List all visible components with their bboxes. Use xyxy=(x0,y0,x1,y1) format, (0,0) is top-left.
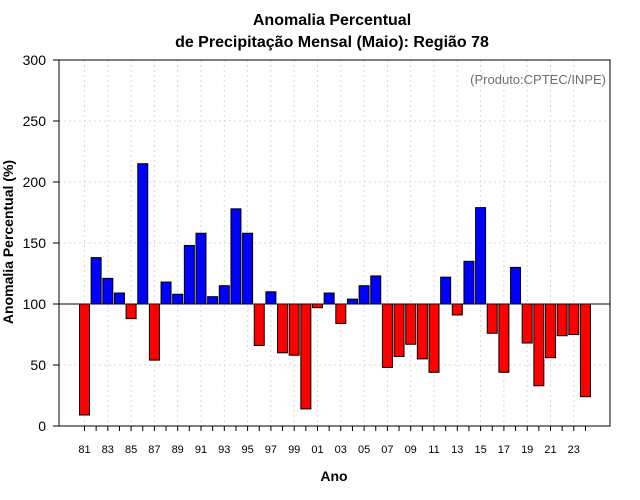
bar-82 xyxy=(90,257,102,305)
bars xyxy=(79,163,591,416)
bar-13 xyxy=(451,303,463,316)
x-tick-label: 01 xyxy=(311,444,323,456)
bar-88 xyxy=(160,281,172,305)
bar-09 xyxy=(405,303,417,345)
y-tick-label: 300 xyxy=(23,52,47,68)
bar-20 xyxy=(533,303,545,387)
bar-86 xyxy=(137,163,149,305)
bar-84 xyxy=(113,292,125,305)
bar-96 xyxy=(253,303,265,346)
bar-02 xyxy=(323,292,335,305)
y-tick-label: 100 xyxy=(23,296,47,312)
bar-05 xyxy=(358,285,370,305)
bar-90 xyxy=(183,244,195,305)
x-tick-label: 93 xyxy=(218,444,230,456)
bar-94 xyxy=(230,208,242,305)
x-tick-label: 07 xyxy=(381,444,393,456)
x-tick-label: 85 xyxy=(125,444,137,456)
chart-title-line-1: Anomalia Percentual xyxy=(253,12,411,29)
bar-81 xyxy=(79,303,90,416)
bar-99 xyxy=(288,303,300,356)
bar-98 xyxy=(277,303,289,354)
bar-03 xyxy=(335,303,347,325)
x-tick-label: 99 xyxy=(288,444,300,456)
bar-01 xyxy=(312,303,323,309)
bar-15 xyxy=(475,207,487,305)
bar-11 xyxy=(428,303,440,373)
y-tick-label: 250 xyxy=(23,113,47,129)
y-axis: 0 50 100 150 200 250 300 xyxy=(23,52,59,434)
y-tick-label: 0 xyxy=(38,418,46,434)
bar-21 xyxy=(545,303,556,359)
x-axis: 81 83 85 87 89 91 93 95 97 99 01 03 05 07 09 11 13 15 17 19… xyxy=(78,426,586,456)
bar-24 xyxy=(579,303,591,398)
bar-83 xyxy=(102,277,114,305)
bar-22 xyxy=(556,303,568,337)
y-axis-title: Anomalia Percentual (%) xyxy=(0,160,16,324)
x-tick-label: 21 xyxy=(544,444,556,456)
x-tick-label: 23 xyxy=(568,444,580,456)
x-tick-label: 91 xyxy=(195,444,207,456)
bar-12 xyxy=(440,276,452,305)
x-tick-label: 89 xyxy=(172,444,184,456)
x-tick-label: 15 xyxy=(474,444,486,456)
bar-89 xyxy=(172,293,184,305)
x-tick-label: 09 xyxy=(405,444,417,456)
y-tick-label: 200 xyxy=(23,174,47,190)
x-tick-label: 13 xyxy=(451,444,463,456)
bar-18 xyxy=(510,266,522,305)
x-tick-label: 03 xyxy=(335,444,347,456)
bar-85 xyxy=(125,303,137,320)
bar-19 xyxy=(521,303,533,344)
bar-97 xyxy=(265,291,277,305)
bar-92 xyxy=(207,296,219,305)
credit-label: (Produto:CPTEC/INPE) xyxy=(470,72,606,87)
x-tick-label: 19 xyxy=(521,444,533,456)
x-tick-label: 87 xyxy=(148,444,160,456)
bar-23 xyxy=(568,303,580,335)
bar-10 xyxy=(416,303,428,360)
bar-04 xyxy=(346,298,358,305)
x-tick-label: 83 xyxy=(102,444,114,456)
bar-06 xyxy=(370,275,382,305)
bar-16 xyxy=(486,303,498,334)
bar-87 xyxy=(148,303,160,361)
bar-17 xyxy=(498,303,510,373)
chart-title-line-2: de Precipitação Mensal (Maio): Região 78 xyxy=(175,34,489,51)
bar-08 xyxy=(393,303,405,357)
x-tick-label: 11 xyxy=(428,444,439,456)
bar-07 xyxy=(381,303,393,368)
x-axis-title: Ano xyxy=(320,468,347,484)
x-tick-label: 97 xyxy=(265,444,277,456)
bar-00 xyxy=(300,303,312,410)
y-tick-label: 50 xyxy=(30,357,46,373)
bar-93 xyxy=(218,285,230,305)
x-tick-label: 95 xyxy=(241,444,253,456)
x-tick-label: 17 xyxy=(498,444,510,456)
x-tick-label: 05 xyxy=(358,444,370,456)
x-tick-label: 81 xyxy=(78,444,90,456)
bar-14 xyxy=(463,260,475,305)
bar-95 xyxy=(242,232,254,305)
bar-91 xyxy=(195,232,207,305)
y-tick-label: 150 xyxy=(23,235,47,251)
